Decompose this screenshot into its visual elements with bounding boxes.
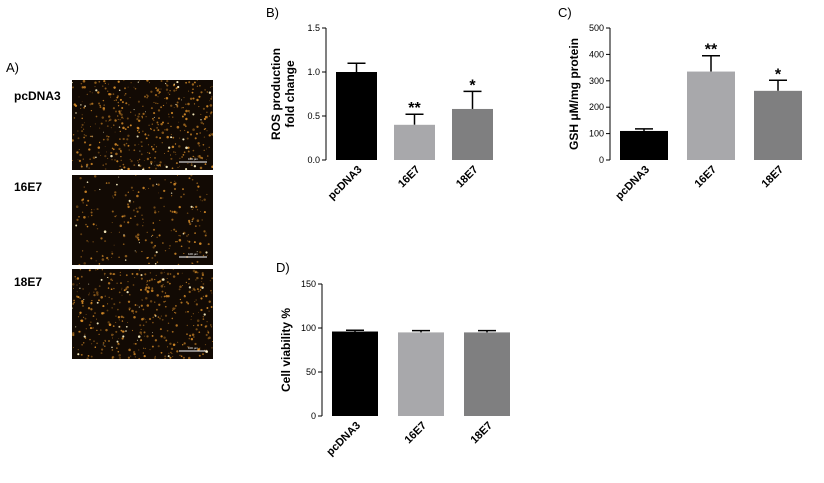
significance-mark: ** xyxy=(705,42,718,59)
x-category-label: 18E7 xyxy=(759,164,786,191)
y-tick-label: 1.0 xyxy=(307,67,320,77)
fluorescence-dots xyxy=(72,269,213,359)
micrograph-label-pcdna3: pcDNA3 xyxy=(14,89,61,103)
y-tick-label: 0.5 xyxy=(307,111,320,121)
x-category-label: pcDNA3 xyxy=(613,164,652,203)
chart-svg: 0.0 0.5 1.0 1.5 ROS production fold change pcD… xyxy=(269,23,493,203)
bar-16e7 xyxy=(398,332,444,416)
y-axis-label: Cell viability % xyxy=(279,308,293,392)
x-category-label: 18E7 xyxy=(454,164,481,191)
y-tick-label: 400 xyxy=(589,49,604,59)
scale-bar-label: 100 µm xyxy=(188,346,199,350)
micrograph-background xyxy=(72,80,213,170)
y-tick-label: 0.0 xyxy=(307,155,320,165)
panel-label-a: A) xyxy=(6,60,19,75)
y-tick-label: 0 xyxy=(599,155,604,165)
y-axis-label: GSH μM/mg protein xyxy=(567,38,581,150)
x-category-label: 16E7 xyxy=(396,164,423,191)
significance-mark: * xyxy=(469,77,476,94)
chart-svg: 0 100 200 300 400 500 GSH μM/mg protein pcDNA3 *… xyxy=(567,23,802,203)
y-tick-label: 0 xyxy=(311,411,316,421)
significance-mark: ** xyxy=(408,100,421,117)
panel-label-d: D) xyxy=(276,260,290,275)
y-tick-label: 150 xyxy=(301,279,316,289)
bar-pcdna3 xyxy=(620,130,668,160)
bar-18e7 xyxy=(464,332,510,416)
bar-pcdna3 xyxy=(332,331,378,416)
x-category-label: pcDNA3 xyxy=(326,164,365,203)
micrograph-16e7: 100 µm xyxy=(72,175,213,265)
y-axis-label: ROS production xyxy=(269,48,283,140)
chart-b-ros: 0.0 0.5 1.0 1.5 ROS production fold change pcD… xyxy=(262,18,493,233)
micrograph-image: 100 µm xyxy=(72,175,213,265)
significance-mark: * xyxy=(775,66,782,83)
y-tick-label: 100 xyxy=(589,129,604,139)
micrograph-pcdna3: 100 µm xyxy=(72,80,213,170)
scale-bar-label: 100 µm xyxy=(188,252,199,256)
bar-16e7 xyxy=(687,71,735,160)
micrograph-background xyxy=(72,269,213,359)
micrograph-label-16e7: 16E7 xyxy=(14,180,43,194)
x-category-label: 18E7 xyxy=(468,420,495,447)
chart-c-gsh: 0 100 200 300 400 500 GSH μM/mg protein pcDNA3 *… xyxy=(567,18,820,233)
y-tick-label: 300 xyxy=(589,76,604,86)
bar-16e7 xyxy=(394,124,435,160)
micrograph-18e7: 100 µm xyxy=(72,269,213,359)
micrograph-image: 100 µm xyxy=(72,80,213,170)
bar-18e7 xyxy=(452,108,493,160)
fluorescence-dots xyxy=(75,175,210,265)
bar-18e7 xyxy=(754,90,802,160)
scale-bar-label: 100 µm xyxy=(188,157,199,161)
y-tick-label: 1.5 xyxy=(307,23,320,33)
bar-pcdna3 xyxy=(336,72,377,160)
x-category-label: 16E7 xyxy=(402,420,429,447)
panel-label-b: B) xyxy=(266,5,279,20)
x-category-label: 16E7 xyxy=(692,164,719,191)
y-tick-label: 50 xyxy=(306,367,316,377)
micrograph-image: 100 µm xyxy=(72,269,213,359)
panel-label-c: C) xyxy=(558,5,572,20)
chart-svg: 0 50 100 150 Cell viability % pcDNA3 16E7 18E7 xyxy=(279,279,510,459)
y-tick-label: 100 xyxy=(301,323,316,333)
y-axis-label: fold change xyxy=(283,60,297,128)
micrograph-label-18e7: 18E7 xyxy=(14,275,43,289)
chart-d-viability: 0 50 100 150 Cell viability % pcDNA3 16E7 18E7 xyxy=(262,278,510,483)
y-tick-label: 200 xyxy=(589,102,604,112)
x-category-label: pcDNA3 xyxy=(324,420,363,459)
y-tick-label: 500 xyxy=(589,23,604,33)
fluorescence-dots xyxy=(72,80,213,170)
